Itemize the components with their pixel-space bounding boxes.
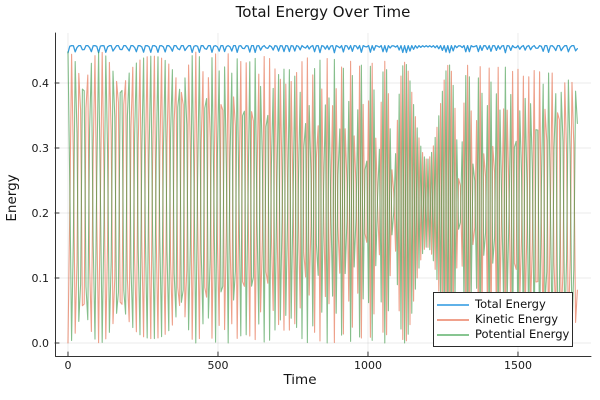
x-tick-label-500: 500	[207, 359, 229, 372]
chart-title: Total Energy Over Time	[235, 3, 411, 21]
y-tick-label-0.0: 0.0	[31, 336, 50, 350]
x-tick-label-1500: 1500	[503, 359, 532, 372]
legend: Total Energy Kinetic Energy Potential En…	[433, 292, 573, 347]
y-tick-label-0.3: 0.3	[31, 141, 50, 155]
y-tick-label-0.4: 0.4	[31, 76, 50, 90]
x-tick-label-1000: 1000	[353, 359, 382, 372]
x-axis-label: Time	[283, 372, 317, 388]
legend-entry-total: Total Energy	[437, 298, 565, 311]
legend-label-total: Total Energy	[475, 297, 546, 311]
legend-entry-kinetic: Kinetic Energy	[437, 313, 565, 326]
legend-label-potential: Potential Energy	[475, 327, 570, 341]
total-energy-line-swatch	[437, 303, 469, 306]
x-tick-label-0: 0	[64, 359, 72, 372]
legend-entry-potential: Potential Energy	[437, 328, 569, 341]
legend-label-kinetic: Kinetic Energy	[475, 312, 559, 326]
y-tick-label-0.2: 0.2	[31, 206, 50, 220]
kinetic-energy-line-swatch	[437, 318, 469, 321]
y-tick-label-0.1: 0.1	[31, 271, 50, 285]
y-axis-label: Energy	[4, 174, 20, 222]
potential-energy-line-swatch	[437, 333, 469, 336]
